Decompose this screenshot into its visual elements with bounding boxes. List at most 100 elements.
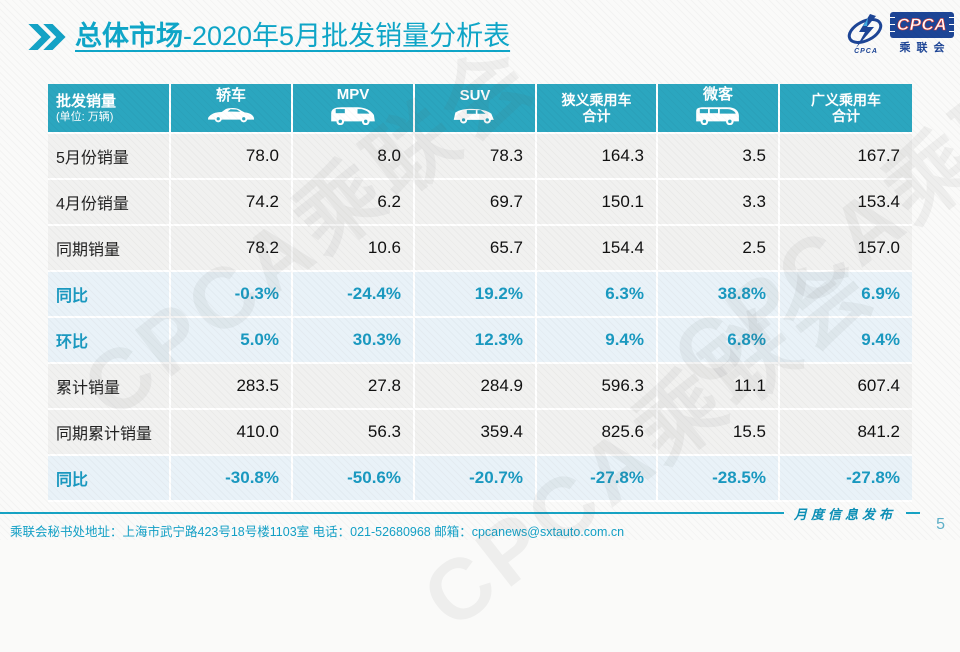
cell-value: 150.1 xyxy=(537,180,656,224)
cell-value: 284.9 xyxy=(415,364,535,408)
row-label: 同期累计销量 xyxy=(48,410,169,454)
row-label: 同期销量 xyxy=(48,226,169,270)
row-label: 5月份销量 xyxy=(48,134,169,178)
header-cell-sedan: 轿车 xyxy=(171,84,291,132)
header-cell-broad-pv: 广义乘用车 合计 xyxy=(780,84,912,132)
table-row: 同期销量 78.2 10.6 65.7 154.4 2.5 157.0 xyxy=(48,226,912,270)
footer-rule: 月度信息发布 xyxy=(0,505,920,523)
table-row: 同比 -0.3% -24.4% 19.2% 6.3% 38.8% 6.9% xyxy=(48,272,912,316)
cell-value: 825.6 xyxy=(537,410,656,454)
cell-value: -27.8% xyxy=(537,456,656,500)
cell-value: 19.2% xyxy=(415,272,535,316)
cell-value: 74.2 xyxy=(171,180,291,224)
cell-value: -24.4% xyxy=(293,272,413,316)
table-row: 同期累计销量 410.0 56.3 359.4 825.6 15.5 841.2 xyxy=(48,410,912,454)
cell-value: 167.7 xyxy=(780,134,912,178)
cell-value: 6.9% xyxy=(780,272,912,316)
cell-value: 3.5 xyxy=(658,134,778,178)
cell-value: -27.8% xyxy=(780,456,912,500)
cell-value: 9.4% xyxy=(780,318,912,362)
table-row: 环比 5.0% 30.3% 12.3% 9.4% 6.8% 9.4% xyxy=(48,318,912,362)
cpca-small-text: CPCA xyxy=(854,48,878,55)
cell-value: 359.4 xyxy=(415,410,535,454)
page-title: 总体市场-2020年5月批发销量分析表 xyxy=(75,21,511,52)
cell-value: 6.8% xyxy=(658,318,778,362)
footer-line-short xyxy=(906,512,920,514)
cell-value: 11.1 xyxy=(658,364,778,408)
slide-header: 总体市场-2020年5月批发销量分析表 xyxy=(28,21,511,52)
cpca-wordmark: CPCA xyxy=(890,12,954,38)
cpca-logo: CPCA CPCA 乘联会 xyxy=(844,12,954,55)
suv-car-icon xyxy=(447,106,503,129)
cell-value: 30.3% xyxy=(293,318,413,362)
header-label2: 合计 xyxy=(832,108,860,124)
cpca-swoosh-icon: CPCA xyxy=(844,12,888,55)
publication-label: 月度信息发布 xyxy=(793,507,896,523)
cell-value: 10.6 xyxy=(293,226,413,270)
cell-value: 56.3 xyxy=(293,410,413,454)
sedan-car-icon xyxy=(202,106,260,128)
table-header-row: 批发销量 (单位: 万辆) 轿车 MPV xyxy=(48,84,912,132)
header-label: 狭义乘用车 xyxy=(561,91,632,108)
page-number: 5 xyxy=(936,516,945,533)
cell-value: 841.2 xyxy=(780,410,912,454)
footer-line xyxy=(0,512,784,514)
cell-value: 78.0 xyxy=(171,134,291,178)
cell-value: -30.8% xyxy=(171,456,291,500)
header-label2: 合计 xyxy=(582,108,611,124)
cell-value: 69.7 xyxy=(415,180,535,224)
header-cell-mpv: MPV xyxy=(293,84,413,132)
header-cell-suv: SUV xyxy=(415,84,535,132)
row-label: 环比 xyxy=(48,318,169,362)
cell-value: 157.0 xyxy=(780,226,912,270)
cell-value: 15.5 xyxy=(658,410,778,454)
cell-value: -20.7% xyxy=(415,456,535,500)
page-title-bold: 总体市场 xyxy=(75,21,183,51)
header-label: MPV xyxy=(336,85,370,103)
cell-value: 5.0% xyxy=(171,318,291,362)
cell-value: 8.0 xyxy=(293,134,413,178)
table-body: 5月份销量 78.0 8.0 78.3 164.3 3.5 167.7 4月份销量 74.2 6.… xyxy=(48,134,912,500)
cpca-wordmark-text: CPCA xyxy=(894,15,950,35)
cell-value: 3.3 xyxy=(658,180,778,224)
cpca-org-text: 乘联会 xyxy=(899,42,951,54)
double-chevron-icon xyxy=(28,23,66,50)
cell-value: 78.3 xyxy=(415,134,535,178)
table-row: 累计销量 283.5 27.8 284.9 596.3 11.1 607.4 xyxy=(48,364,912,408)
header-title: 批发销量 xyxy=(56,92,117,110)
cell-value: 596.3 xyxy=(537,364,656,408)
page-title-rest: -2020年5月批发销量分析表 xyxy=(183,21,511,51)
cell-value: 2.5 xyxy=(658,226,778,270)
header-label: 广义乘用车 xyxy=(811,91,881,108)
cell-value: 27.8 xyxy=(293,364,413,408)
row-label: 4月份销量 xyxy=(48,180,169,224)
microvan-icon xyxy=(693,105,743,130)
cell-value: 65.7 xyxy=(415,226,535,270)
cell-value: -28.5% xyxy=(658,456,778,500)
mpv-car-icon xyxy=(327,105,379,130)
header-cell-microvan: 微客 xyxy=(658,84,778,132)
table-row: 5月份销量 78.0 8.0 78.3 164.3 3.5 167.7 xyxy=(48,134,912,178)
table-row: 同比 -30.8% -50.6% -20.7% -27.8% -28.5% -27.8% xyxy=(48,456,912,500)
row-label: 同比 xyxy=(48,456,169,500)
header-unit: (单位: 万辆) xyxy=(56,110,114,123)
cell-value: 154.4 xyxy=(537,226,656,270)
cell-value: 6.2 xyxy=(293,180,413,224)
cell-value: 164.3 xyxy=(537,134,656,178)
cell-value: 78.2 xyxy=(171,226,291,270)
cell-value: 12.3% xyxy=(415,318,535,362)
table-row: 4月份销量 74.2 6.2 69.7 150.1 3.3 153.4 xyxy=(48,180,912,224)
row-label: 累计销量 xyxy=(48,364,169,408)
cell-value: -50.6% xyxy=(293,456,413,500)
sales-table: 批发销量 (单位: 万辆) 轿车 MPV xyxy=(48,84,912,502)
cell-value: -0.3% xyxy=(171,272,291,316)
cell-value: 38.8% xyxy=(658,272,778,316)
header-cell-narrow-pv: 狭义乘用车 合计 xyxy=(537,84,656,132)
header-label: 微客 xyxy=(702,85,733,103)
footer-address: 乘联会秘书处地址：上海市武宁路423号18号楼1103室 电话：021-5268… xyxy=(10,525,625,539)
row-label: 同比 xyxy=(48,272,169,316)
cell-value: 607.4 xyxy=(780,364,912,408)
cell-value: 6.3% xyxy=(537,272,656,316)
header-label: 轿车 xyxy=(215,87,246,105)
cell-value: 283.5 xyxy=(171,364,291,408)
